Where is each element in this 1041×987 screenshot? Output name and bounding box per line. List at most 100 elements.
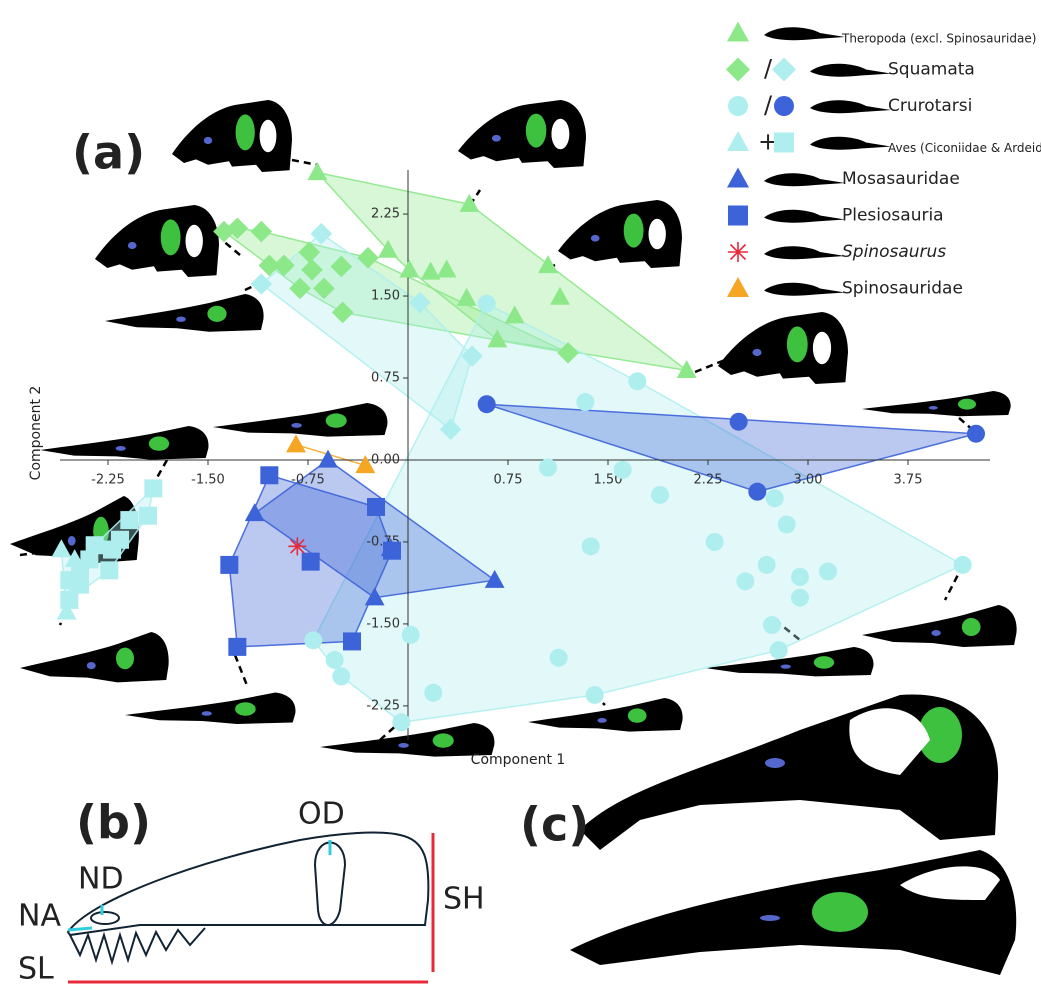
measure-label: SL <box>18 952 54 987</box>
marker <box>791 568 809 586</box>
silhouette <box>458 100 586 168</box>
silhouette <box>20 632 169 682</box>
silhouette <box>172 100 292 172</box>
silhouette <box>125 693 295 725</box>
marker <box>286 434 306 452</box>
panel-label: (a) <box>72 126 145 180</box>
marker <box>730 413 748 431</box>
legend-label: Mosasauridae <box>842 169 960 189</box>
y-tick-label: 0.75 <box>371 370 400 385</box>
marker <box>260 466 278 484</box>
marker <box>120 511 138 529</box>
silhouette <box>862 391 1011 416</box>
x-tick-label: 2.25 <box>694 472 723 487</box>
measure-label: NA <box>18 899 61 934</box>
marker <box>307 162 327 180</box>
legend-silhouette <box>764 27 845 40</box>
legend-label: Spinosaurus <box>842 242 946 262</box>
marker <box>778 515 796 533</box>
marker <box>251 273 273 295</box>
legend-label: Aves (Ciconiidae & Ardeidae) <box>888 141 1041 155</box>
silhouette <box>528 698 683 732</box>
marker <box>967 425 985 443</box>
silhouette <box>558 200 682 268</box>
marker <box>402 626 420 644</box>
legend-label: Theropoda (excl. Spinosauridae) <box>841 32 1036 46</box>
legend-joiner: / <box>764 91 773 119</box>
marker <box>727 277 749 297</box>
marker <box>586 686 604 704</box>
x-tick-label: 3.75 <box>894 472 923 487</box>
naris-outline <box>91 912 119 924</box>
measure-label: SH <box>443 882 485 917</box>
marker <box>728 242 748 262</box>
marker <box>614 461 632 479</box>
marker <box>736 572 754 590</box>
x-tick-label: 0.75 <box>494 472 523 487</box>
marker <box>100 561 118 579</box>
marker <box>791 589 809 607</box>
marker <box>103 541 121 559</box>
figure: (a) (b) (c) OD ND NA SH SL Component 1 C… <box>0 0 1041 987</box>
legend-silhouette <box>810 64 891 77</box>
y-tick-label: 2.25 <box>371 207 400 222</box>
marker <box>302 553 320 571</box>
x-axis-title: Component 1 <box>471 752 566 768</box>
marker <box>326 651 344 669</box>
marker <box>228 638 246 656</box>
marker <box>706 533 724 551</box>
marker <box>343 632 361 650</box>
x-tick-label: -0.75 <box>291 472 325 487</box>
marker <box>774 96 794 116</box>
fenestra <box>812 892 868 932</box>
marker <box>728 206 748 226</box>
marker <box>478 395 496 413</box>
y-tick-label: 0.00 <box>371 452 400 467</box>
panel-b-drawing <box>68 833 433 982</box>
silhouette <box>105 294 264 332</box>
marker <box>60 591 78 609</box>
marker <box>651 486 669 504</box>
marker <box>727 131 749 151</box>
measure-label: OD <box>298 797 345 832</box>
marker <box>748 483 766 501</box>
marker <box>71 576 89 594</box>
legend-silhouette <box>764 283 845 296</box>
marker <box>392 713 410 731</box>
marker <box>727 168 749 188</box>
marker <box>774 133 794 153</box>
x-tick-label: 3.00 <box>794 472 823 487</box>
marker <box>332 667 350 685</box>
legend-joiner: / <box>764 55 773 83</box>
marker <box>954 556 972 574</box>
marker <box>576 393 594 411</box>
marker <box>770 641 788 659</box>
x-tick-label: -1.50 <box>191 472 225 487</box>
y-axis-title: Component 2 <box>28 386 44 481</box>
measure-label: ND <box>78 862 124 897</box>
x-tick-label: -2.25 <box>91 472 125 487</box>
legend-silhouette <box>764 246 845 259</box>
silhouette <box>718 312 848 384</box>
marker <box>772 58 796 82</box>
marker <box>763 616 781 634</box>
marker <box>367 498 385 516</box>
marker <box>478 295 496 313</box>
y-tick-label: -2.25 <box>366 698 400 713</box>
silhouette <box>40 426 209 460</box>
y-tick-label: 1.50 <box>371 289 400 304</box>
silhouette <box>95 205 219 277</box>
naris <box>765 758 785 768</box>
legend-silhouette <box>810 137 891 150</box>
marker <box>144 479 162 497</box>
marker <box>139 507 157 525</box>
marker <box>819 562 837 580</box>
marker <box>288 537 306 555</box>
legend-label: Plesiosauria <box>842 206 944 226</box>
legend-silhouette <box>764 210 845 223</box>
legend-label: Crurotarsi <box>888 96 972 116</box>
legend: Theropoda (excl. Spinosauridae) / Squamata… <box>726 22 1041 299</box>
legend-label: Squamata <box>888 60 975 80</box>
marker <box>220 556 238 574</box>
panel-label: (c) <box>520 798 589 852</box>
